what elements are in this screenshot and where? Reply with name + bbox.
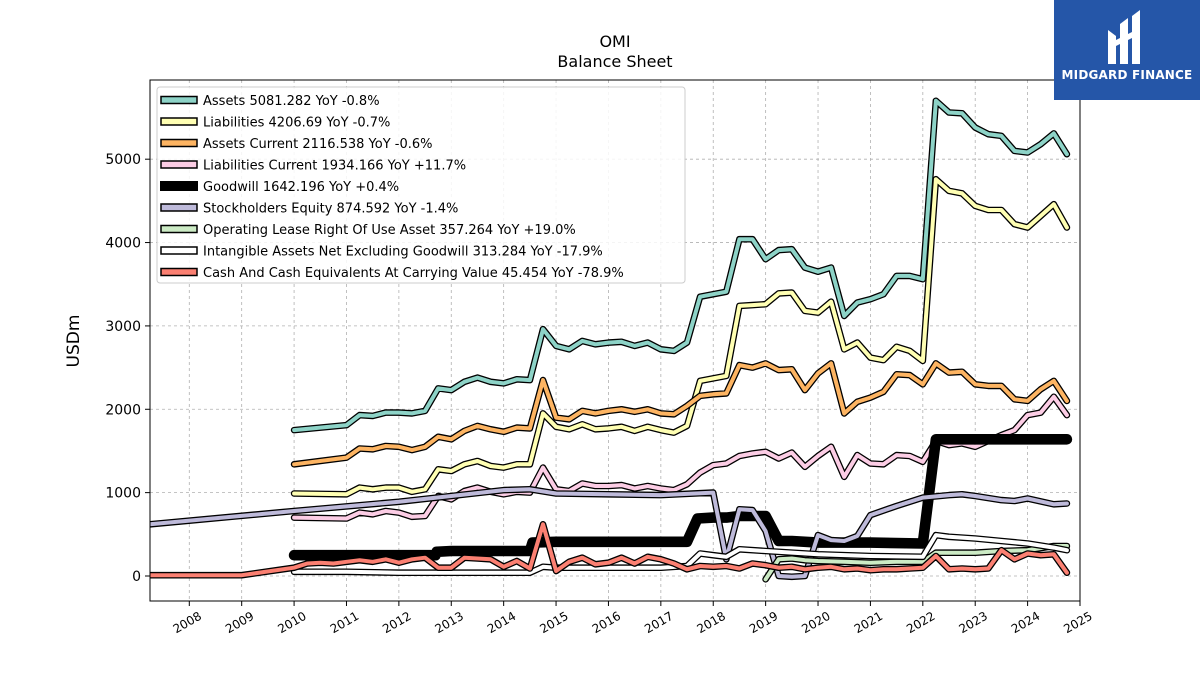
- legend-swatch: [160, 95, 198, 105]
- series-line: [292, 177, 1069, 497]
- x-tick-label: 2010: [275, 609, 308, 636]
- y-tick-label: 0: [132, 569, 141, 585]
- legend-swatch: [160, 203, 198, 212]
- series-line: [150, 487, 1069, 579]
- x-tick-label: 2016: [590, 609, 623, 636]
- y-tick-label: 4000: [105, 236, 141, 252]
- x-tick-label: 2013: [433, 609, 466, 636]
- legend-label: Stockholders Equity 874.592 YoY -1.4%: [203, 202, 458, 217]
- legend-label: Assets Current 2116.538 YoY -0.6%: [203, 137, 433, 152]
- legend-label: Liabilities Current 1934.166 YoY +11.7%: [203, 159, 466, 174]
- series-goodwill: [288, 433, 1073, 561]
- legend-item: Liabilities 4206.69 YoY -0.7%: [160, 116, 390, 131]
- y-tick-label: 5000: [105, 152, 141, 168]
- series-layer: [150, 97, 1073, 583]
- series-intangible-assets-net-excluding-goodwill: [290, 531, 1071, 577]
- legend-swatch: [160, 117, 198, 126]
- x-tick-label: 2014: [485, 609, 518, 636]
- legend-item: Operating Lease Right Of Use Asset 357.2…: [160, 223, 576, 238]
- x-tick-label: 2019: [747, 609, 780, 636]
- series-line: [290, 435, 1071, 560]
- x-tick-label: 2008: [171, 609, 204, 636]
- y-tick-label: 1000: [105, 486, 141, 502]
- legend-swatch: [160, 267, 198, 277]
- series-line: [292, 533, 1069, 575]
- series-line: [292, 98, 1069, 433]
- legend-item: Assets Current 2116.538 YoY -0.6%: [160, 137, 433, 152]
- x-tick-label: 2020: [799, 609, 832, 636]
- brand-logo-text: MIDGARD FINANCE: [1061, 68, 1193, 82]
- legend-label: Cash And Cash Equivalents At Carrying Va…: [203, 266, 624, 281]
- legend: Assets 5081.282 YoY -0.8% Liabilities 420…: [156, 86, 686, 284]
- x-tick-label: 2023: [956, 609, 989, 636]
- x-tick-label: 2009: [223, 609, 256, 636]
- series-line: [763, 544, 1069, 582]
- series-stockholders-equity: [150, 485, 1071, 581]
- series-assets-current: [290, 360, 1071, 468]
- legend-swatch: [160, 138, 198, 148]
- x-tick-label: 2025: [1061, 609, 1094, 636]
- legend-item: Assets 5081.282 YoY -0.8%: [160, 94, 380, 109]
- x-tick-label: 2022: [904, 609, 937, 636]
- midgard-logo-icon: [1108, 10, 1140, 64]
- x-tick-label: 2011: [328, 609, 361, 636]
- y-axis-label: USDm: [64, 315, 84, 368]
- series-liabilities: [290, 175, 1071, 498]
- series-operating-lease-right-of-use-asset: [762, 542, 1071, 583]
- legend-swatch: [160, 160, 198, 169]
- chart-subtitle: Balance Sheet: [557, 52, 672, 71]
- series-line: [292, 361, 1069, 467]
- legend-swatch: [160, 246, 198, 255]
- brand-logo: MIDGARD FINANCE: [1054, 0, 1200, 100]
- series-cash-and-cash-equivalents-at-carrying-value: [150, 520, 1071, 579]
- legend-swatch: [160, 224, 198, 234]
- x-tick-label: 2012: [380, 609, 413, 636]
- legend-item: Goodwill 1642.196 YoY +0.4%: [160, 180, 399, 195]
- legend-label: Assets 5081.282 YoY -0.8%: [203, 94, 380, 109]
- series-line: [150, 522, 1069, 578]
- legend-box: [156, 86, 686, 284]
- x-tick-label: 2017: [642, 609, 675, 636]
- series-assets: [290, 97, 1071, 434]
- y-tick-label: 2000: [105, 402, 141, 418]
- plot-frame: [149, 79, 1081, 602]
- legend-item: Intangible Assets Net Excluding Goodwill…: [160, 245, 603, 260]
- legend-item: Liabilities Current 1934.166 YoY +11.7%: [160, 159, 466, 174]
- legend-label: Intangible Assets Net Excluding Goodwill…: [203, 245, 603, 260]
- legend-item: Cash And Cash Equivalents At Carrying Va…: [160, 266, 624, 281]
- legend-swatch: [160, 181, 198, 191]
- legend-label: Goodwill 1642.196 YoY +0.4%: [203, 180, 399, 195]
- y-tick-label: 3000: [105, 319, 141, 335]
- legend-label: Operating Lease Right Of Use Asset 357.2…: [203, 223, 576, 238]
- legend-item: Stockholders Equity 874.592 YoY -1.4%: [160, 202, 458, 217]
- chart-title: OMI: [599, 32, 630, 51]
- x-tick-label: 2015: [537, 609, 570, 636]
- x-tick-label: 2021: [852, 609, 885, 636]
- x-tick-label: 2024: [1009, 609, 1042, 636]
- x-tick-label: 2018: [695, 609, 728, 636]
- legend-label: Liabilities 4206.69 YoY -0.7%: [203, 116, 390, 131]
